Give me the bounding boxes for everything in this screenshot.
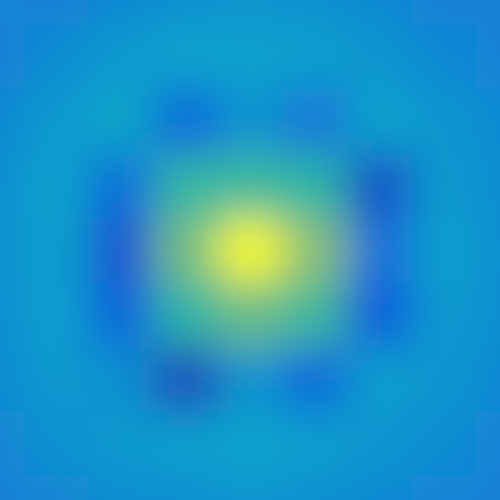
heatmap-cell-r8-c1: [24, 475, 90, 500]
heatmap-cell-r8-c4: [217, 475, 284, 500]
heatmap-cell-r7-c3: [153, 411, 219, 477]
heatmap-cell-r1-c1: [24, 24, 90, 90]
heatmap-cell-r5-c5: [282, 282, 348, 348]
heatmap-cell-r3-c7: [411, 153, 477, 219]
heatmap-cell-r2-c2: [88, 88, 155, 155]
heatmap-cell-r2-c5: [282, 88, 348, 155]
heatmap-cell-r6-c5: [282, 346, 348, 413]
heatmap-cell-r4-c2: [88, 217, 155, 284]
heatmap-cell-r3-c0: [0, 153, 26, 219]
heatmap-cell-r6-c1: [24, 346, 90, 413]
heatmap-cell-r0-c4: [217, 0, 284, 26]
heatmap-cell-r1-c8: [475, 24, 500, 90]
heatmap-cell-r1-c7: [411, 24, 477, 90]
heatmap-cell-r8-c8: [475, 475, 500, 500]
heatmap-cell-r8-c5: [282, 475, 348, 500]
heatmap-cell-r2-c3: [153, 88, 219, 155]
heatmap-cell-r6-c6: [346, 346, 413, 413]
heatmap-cell-r7-c0: [0, 411, 26, 477]
heatmap-cell-r1-c3: [153, 24, 219, 90]
heatmap-cell-r6-c4: [217, 346, 284, 413]
heatmap-cell-r4-c4: [217, 217, 284, 284]
heatmap-cell-r5-c1: [24, 282, 90, 348]
heatmap-cell-r1-c4: [217, 24, 284, 90]
heatmap-cell-r3-c6: [346, 153, 413, 219]
heatmap-cell-r2-c8: [475, 88, 500, 155]
heatmap-cell-r2-c1: [24, 88, 90, 155]
heatmap-cell-r2-c0: [0, 88, 26, 155]
heatmap-cell-r0-c8: [475, 0, 500, 26]
heatmap-cell-r1-c0: [0, 24, 26, 90]
heatmap-cell-r8-c7: [411, 475, 477, 500]
heatmap-cell-r5-c3: [153, 282, 219, 348]
heatmap-cell-r4-c7: [411, 217, 477, 284]
heatmap-cell-r1-c6: [346, 24, 413, 90]
heatmap-cell-r0-c7: [411, 0, 477, 26]
heatmap-cell-r4-c3: [153, 217, 219, 284]
heatmap-cell-r8-c6: [346, 475, 413, 500]
heatmap-cell-r3-c5: [282, 153, 348, 219]
heatmap-cell-r4-c8: [475, 217, 500, 284]
heatmap-cell-r2-c4: [217, 88, 284, 155]
heatmap-cell-r8-c3: [153, 475, 219, 500]
heatmap-cell-r0-c5: [282, 0, 348, 26]
heatmap-cell-r6-c2: [88, 346, 155, 413]
heatmap-cell-r3-c8: [475, 153, 500, 219]
heatmap-cell-r4-c6: [346, 217, 413, 284]
heatmap-cell-r5-c6: [346, 282, 413, 348]
heatmap-cell-r0-c1: [24, 0, 90, 26]
heatmap-cell-r2-c7: [411, 88, 477, 155]
heatmap-cell-r0-c6: [346, 0, 413, 26]
heatmap-cell-r6-c3: [153, 346, 219, 413]
heatmap-cell-r4-c1: [24, 217, 90, 284]
heatmap-cell-r7-c4: [217, 411, 284, 477]
heatmap-cell-r3-c3: [153, 153, 219, 219]
heatmap-cell-r1-c2: [88, 24, 155, 90]
heatmap-cell-r3-c1: [24, 153, 90, 219]
heatmap-cell-r7-c2: [88, 411, 155, 477]
heatmap-cell-r5-c0: [0, 282, 26, 348]
heatmap-cell-r6-c8: [475, 346, 500, 413]
heatmap-cell-r2-c6: [346, 88, 413, 155]
heatmap-cell-r4-c5: [282, 217, 348, 284]
heatmap-cell-r3-c2: [88, 153, 155, 219]
heatmap-cell-r7-c5: [282, 411, 348, 477]
heatmap-cell-r1-c5: [282, 24, 348, 90]
heatmap-cell-r5-c4: [217, 282, 284, 348]
heatmap-cell-r4-c0: [0, 217, 26, 284]
heatmap-cell-r7-c6: [346, 411, 413, 477]
heatmap-cell-r6-c0: [0, 346, 26, 413]
heatmap-cell-r8-c0: [0, 475, 26, 500]
heatmap-cell-r7-c7: [411, 411, 477, 477]
heatmap-cell-r0-c0: [0, 0, 26, 26]
heatmap-cell-r3-c4: [217, 153, 284, 219]
heatmap-cell-r5-c8: [475, 282, 500, 348]
heatmap-cell-r0-c3: [153, 0, 219, 26]
heatmap-cell-r5-c7: [411, 282, 477, 348]
heatmap-cell-r5-c2: [88, 282, 155, 348]
heatmap-cell-r8-c2: [88, 475, 155, 500]
heatmap-cell-r7-c1: [24, 411, 90, 477]
heatmap-cell-r7-c8: [475, 411, 500, 477]
heatmap-cell-r0-c2: [88, 0, 155, 26]
heatmap-cell-r6-c7: [411, 346, 477, 413]
